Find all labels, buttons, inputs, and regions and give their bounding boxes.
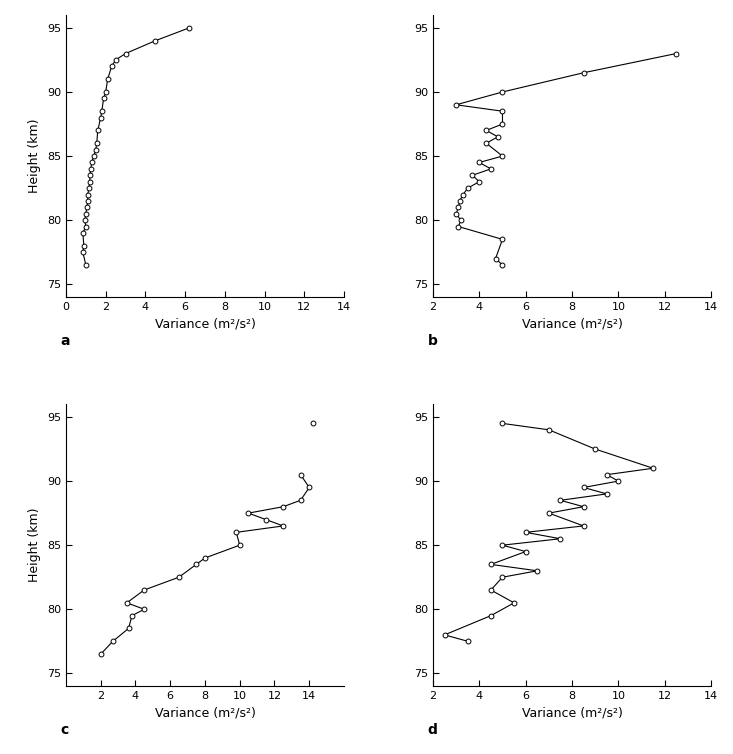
X-axis label: Variance (m²/s²): Variance (m²/s²) (155, 317, 255, 330)
X-axis label: Variance (m²/s²): Variance (m²/s²) (522, 706, 622, 719)
X-axis label: Variance (m²/s²): Variance (m²/s²) (522, 317, 622, 330)
Y-axis label: Height (km): Height (km) (29, 508, 42, 582)
Text: c: c (60, 723, 69, 737)
X-axis label: Variance (m²/s²): Variance (m²/s²) (155, 706, 255, 719)
Y-axis label: Height (km): Height (km) (29, 119, 42, 193)
Text: b: b (427, 334, 438, 348)
Text: d: d (427, 723, 438, 737)
Text: a: a (60, 334, 70, 348)
